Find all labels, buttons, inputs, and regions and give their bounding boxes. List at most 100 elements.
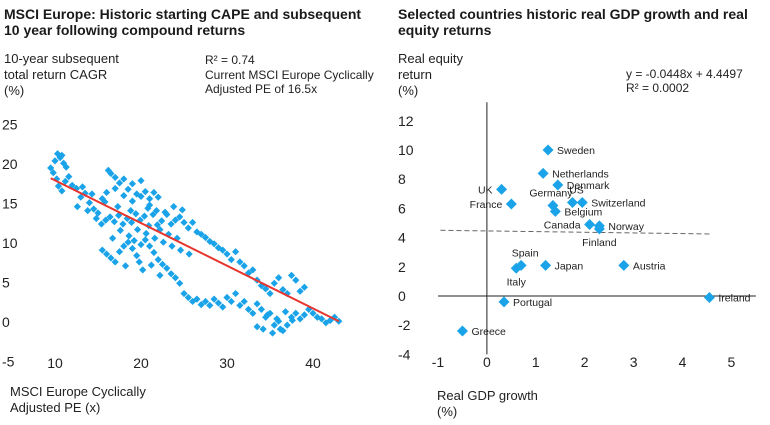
left-data-point <box>170 203 178 211</box>
left-data-point <box>98 246 106 254</box>
left-data-point <box>61 177 69 185</box>
left-data-point <box>288 316 296 325</box>
right-data-point-netherlands <box>537 167 549 179</box>
left-data-point <box>223 293 231 302</box>
left-data-point <box>322 319 330 327</box>
right-data-point-belgium <box>549 205 561 217</box>
right-data-point-japan <box>540 259 552 271</box>
left-data-point <box>84 207 92 215</box>
left-data-point <box>259 325 267 333</box>
left-data-point <box>154 193 162 201</box>
left-data-point <box>90 205 98 213</box>
left-ylabel-line1: 10-year subsequent <box>4 51 119 66</box>
left-data-point <box>197 301 205 309</box>
left-data-point <box>141 236 149 244</box>
left-data-point <box>158 217 166 225</box>
left-data-point <box>313 313 321 321</box>
right-point-label-canada: Canada <box>544 219 581 231</box>
left-data-point <box>137 240 145 249</box>
left-data-point <box>120 175 128 183</box>
right-ytick-label: -2 <box>398 317 411 333</box>
left-data-point <box>124 185 132 193</box>
right-ylabel-line3: (%) <box>398 83 419 98</box>
left-data-point <box>150 248 158 257</box>
left-data-point <box>102 216 110 224</box>
right-data-point-portugal <box>498 296 510 308</box>
left-data-point <box>176 246 185 254</box>
right-xlabel-line1: Real GDP growth <box>437 388 538 403</box>
left-data-point <box>133 252 141 260</box>
left-data-point <box>107 254 115 262</box>
right-data-point-italy <box>510 262 522 274</box>
left-data-point <box>110 218 118 226</box>
right-r2-annotation: R² = 0.0002 <box>626 81 690 95</box>
right-point-label-netherlands: Netherlands <box>552 168 609 180</box>
right-ylabel-line1: Real equity <box>398 51 464 66</box>
left-ytick-label: -5 <box>2 354 15 370</box>
left-data-point <box>273 315 281 323</box>
right-point-label-france: France <box>470 199 503 211</box>
left-data-point <box>139 266 147 274</box>
left-data-point <box>111 258 119 266</box>
left-data-point <box>171 216 179 224</box>
left-data-point <box>201 233 210 242</box>
left-data-point <box>197 230 205 238</box>
right-xtick-label: 5 <box>728 354 736 370</box>
left-ytick-label: 10 <box>2 235 18 251</box>
right-ytick-label: 2 <box>398 259 406 275</box>
left-ylabel-line2: total return CAGR <box>4 67 108 82</box>
left-data-point <box>146 242 154 250</box>
left-data-point <box>137 192 145 200</box>
left-xtick-label: 30 <box>219 355 235 371</box>
left-data-point <box>111 173 119 182</box>
left-data-point <box>140 212 149 220</box>
left-data-point <box>236 301 244 310</box>
right-data-point-sweden <box>542 144 554 156</box>
left-data-point <box>104 166 112 174</box>
left-data-point <box>161 208 169 216</box>
left-data-point <box>232 248 240 256</box>
right-point-label-spain: Spain <box>512 247 539 259</box>
left-data-point <box>120 192 128 200</box>
right-ytick-label: 4 <box>398 230 406 246</box>
left-data-point <box>111 184 119 193</box>
left-data-point <box>92 214 100 223</box>
right-point-label-austria: Austria <box>633 260 666 272</box>
right-point-label-sweden: Sweden <box>557 145 595 157</box>
left-data-point <box>176 213 184 221</box>
left-data-point <box>292 276 300 284</box>
left-data-point <box>94 209 102 217</box>
left-data-point <box>244 305 253 313</box>
left-data-point <box>296 315 304 323</box>
left-ylabel-line3: (%) <box>4 83 25 98</box>
left-data-point <box>121 262 130 270</box>
left-data-point <box>115 211 123 219</box>
right-chart-title-line2: equity returns <box>398 22 492 38</box>
left-data-point <box>244 269 253 277</box>
right-ytick-label: 8 <box>398 171 406 187</box>
left-data-point <box>180 218 188 227</box>
left-data-point <box>146 195 154 203</box>
left-data-point <box>270 321 278 329</box>
left-data-point <box>128 244 136 253</box>
right-xtick-label: 1 <box>532 354 540 370</box>
left-data-point <box>296 287 304 295</box>
right-point-label-germany: Germany <box>529 187 573 199</box>
right-xtick-label: 4 <box>679 354 687 370</box>
left-data-point <box>262 313 270 321</box>
left-data-point <box>201 297 210 306</box>
left-ytick-label: 15 <box>2 196 18 212</box>
left-data-point <box>128 197 136 205</box>
left-data-point <box>171 274 179 282</box>
left-data-point <box>103 188 111 197</box>
left-data-point <box>283 321 291 329</box>
left-data-point <box>149 210 157 219</box>
left-data-point <box>270 279 278 287</box>
right-point-label-finland: Finland <box>582 237 617 249</box>
left-data-point <box>58 151 66 159</box>
left-data-point <box>130 237 138 245</box>
left-data-point <box>106 213 114 221</box>
right-point-label-portugal: Portugal <box>513 297 552 309</box>
left-data-point <box>109 234 117 242</box>
left-data-point <box>178 206 186 214</box>
